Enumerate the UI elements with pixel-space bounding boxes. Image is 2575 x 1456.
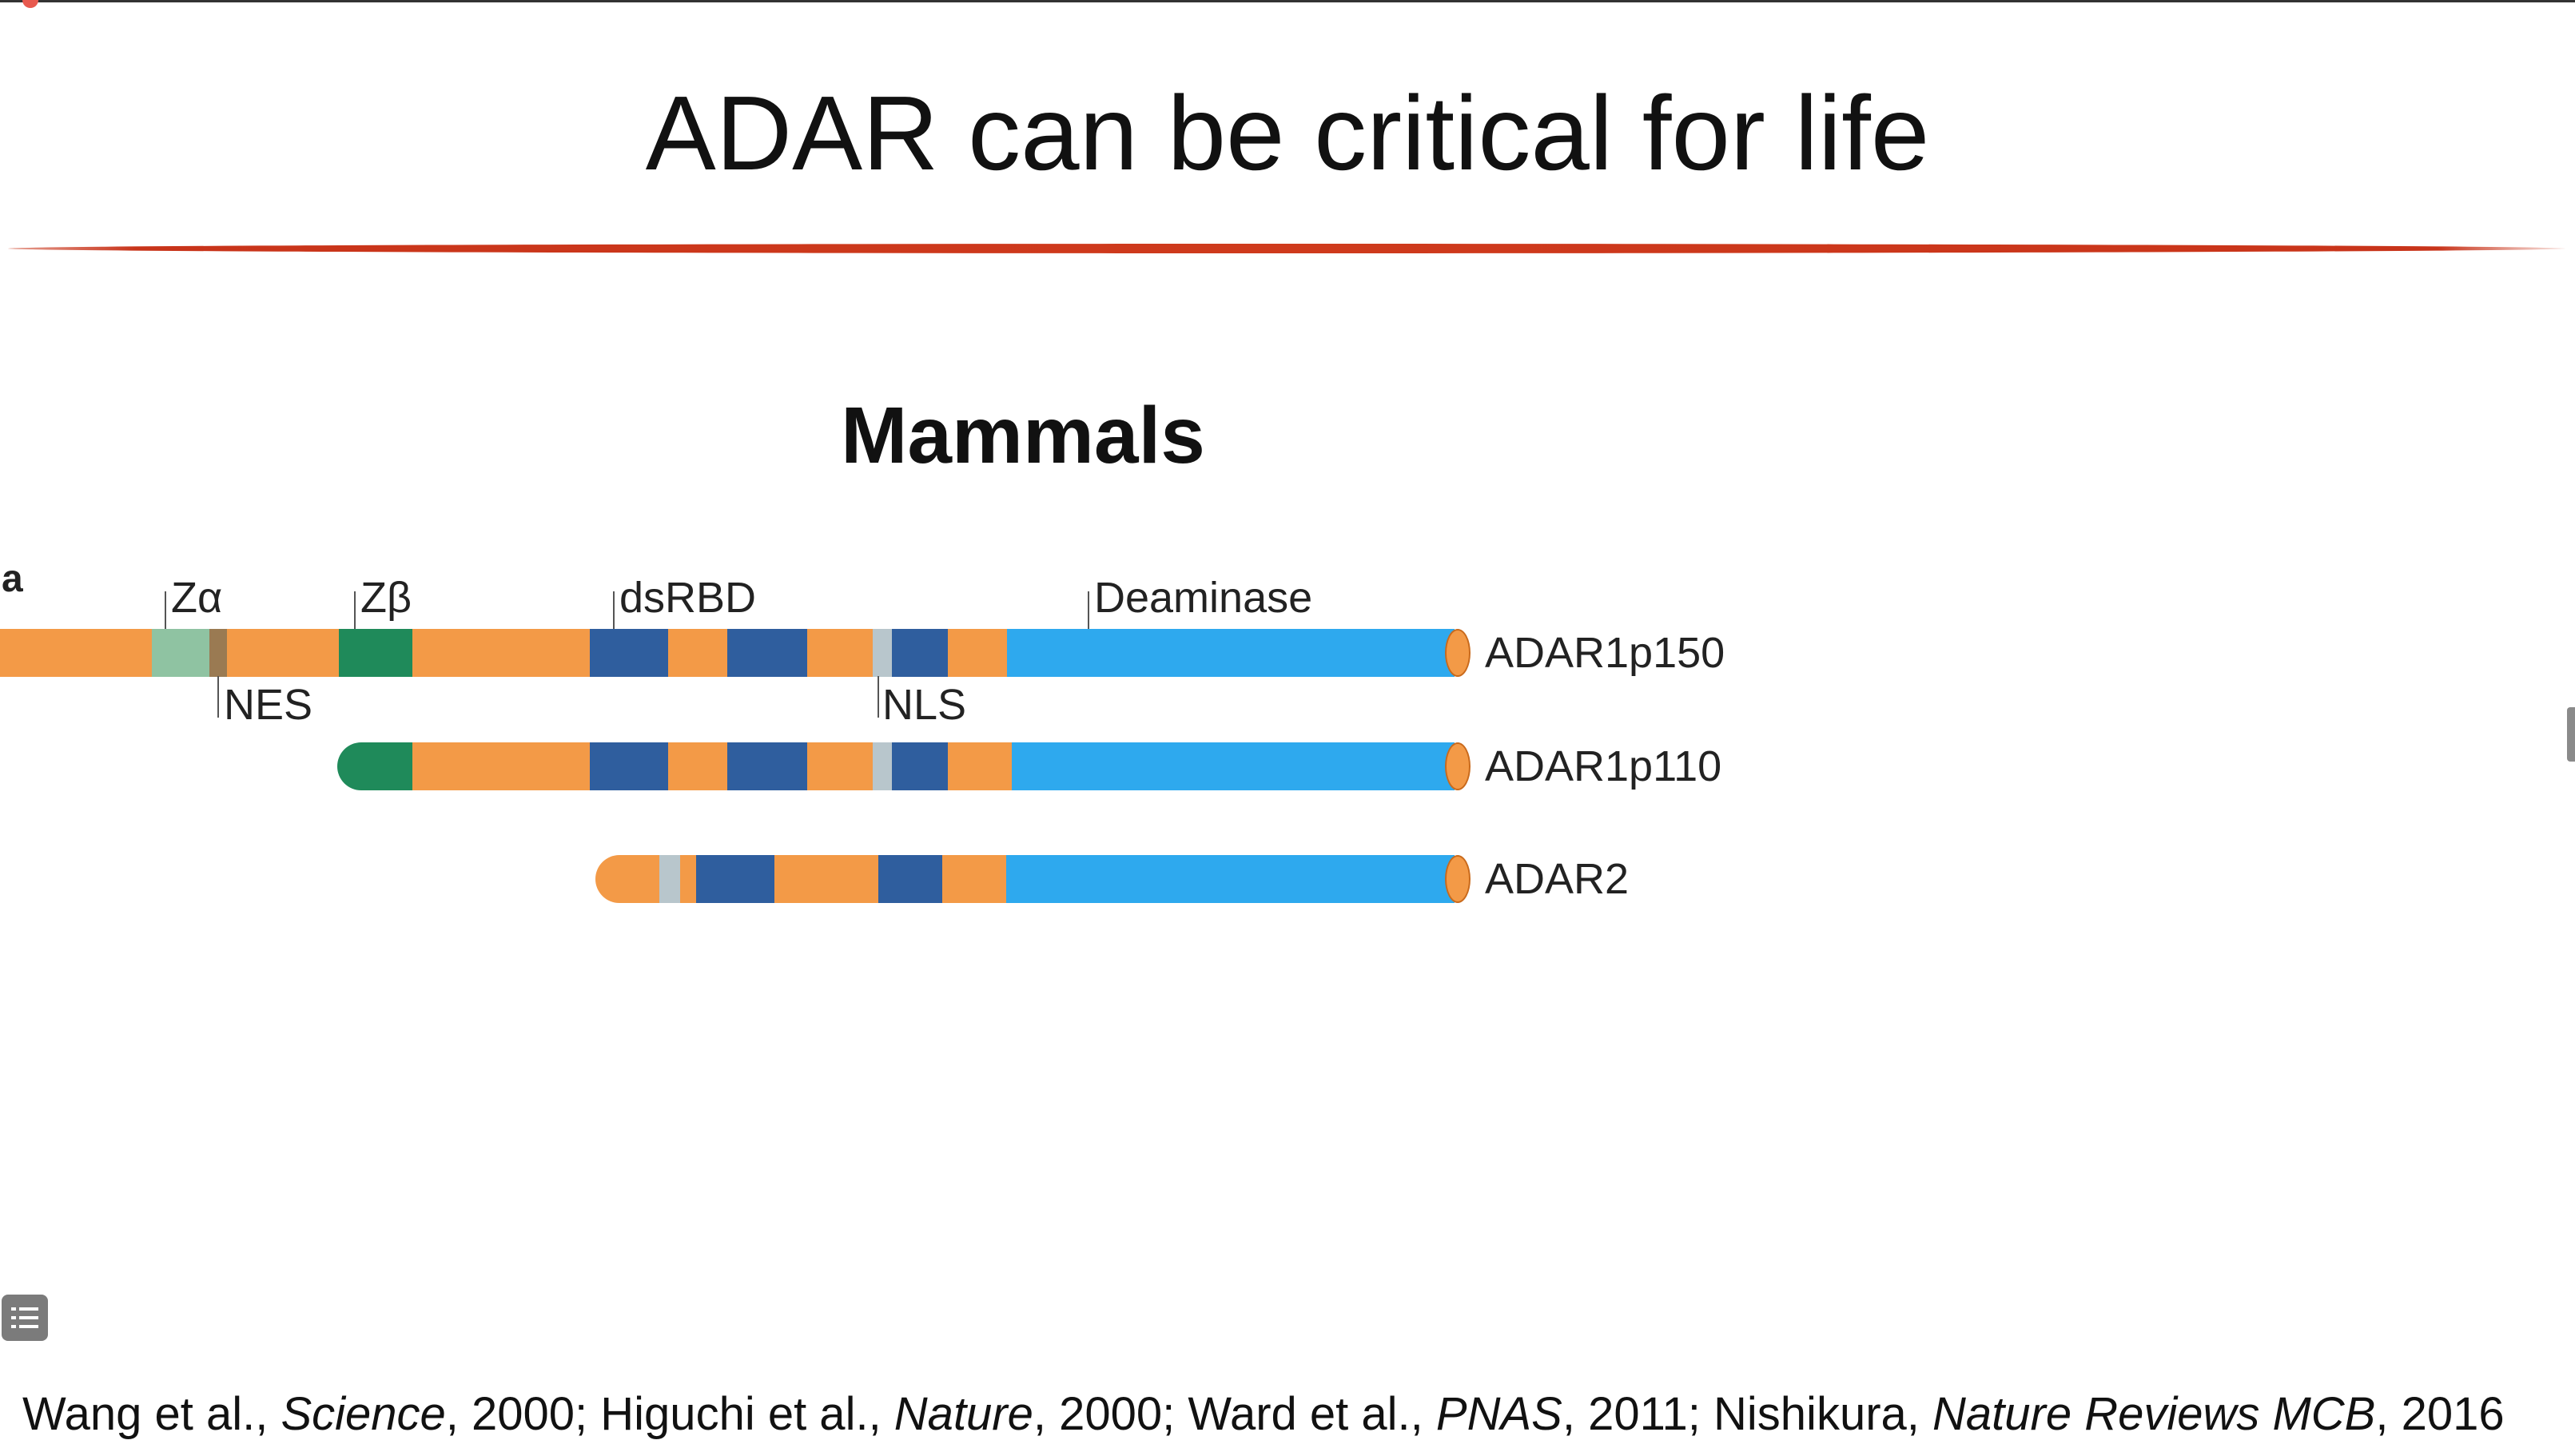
adar1p150-label: ADAR1p150: [1485, 629, 1725, 677]
segment-dsrbd-1: [590, 629, 668, 677]
adar1p150-bar: [0, 629, 1463, 677]
panel-letter: a: [2, 558, 23, 600]
window-top-border: [0, 0, 2575, 2]
nes-label: NES: [224, 681, 313, 729]
citation-journal: Nature Reviews MCB: [1932, 1388, 2376, 1440]
adar2-label: ADAR2: [1485, 855, 1630, 903]
zbeta-tick: [354, 591, 356, 633]
segment-orange: [948, 629, 1007, 677]
segment-dsrbd-2: [727, 629, 807, 677]
adar1p150-endcap: [1445, 629, 1471, 677]
segment-orange: [0, 629, 152, 677]
nls-tick: [878, 676, 879, 718]
segment-dsrbd-2: [878, 855, 942, 903]
segment-dsrbd-3: [892, 629, 948, 677]
adar2-endcap: [1445, 855, 1471, 903]
side-scroll-handle[interactable]: [2567, 707, 2575, 762]
segment-deaminase: [1007, 629, 1455, 677]
segment-zbeta: [337, 742, 412, 790]
segment-orange: [807, 742, 873, 790]
deaminase-label: Deaminase: [1094, 574, 1313, 622]
nls-label: NLS: [882, 681, 967, 729]
segment-orange: [942, 855, 1006, 903]
segment-nes: [209, 629, 227, 677]
segment-zalpha: [152, 629, 209, 677]
citation-journal: Science: [281, 1388, 446, 1440]
segment-orange: [774, 855, 878, 903]
segment-orange: [807, 629, 873, 677]
segment-dsrbd-2: [727, 742, 807, 790]
citation-journal: PNAS: [1435, 1388, 1562, 1440]
title-divider: [8, 244, 2565, 253]
slide-title: ADAR can be critical for life: [645, 74, 1930, 192]
zalpha-tick: [165, 591, 166, 633]
adar2-bar: [595, 855, 1455, 903]
segment-orange: [668, 629, 727, 677]
segment-deaminase: [1012, 742, 1455, 790]
segment-zbeta: [339, 629, 412, 677]
zbeta-label: Zβ: [360, 574, 412, 622]
segment-deaminase: [1006, 855, 1455, 903]
adar1p110-bar: [337, 742, 1455, 790]
segment-dsrbd-1: [696, 855, 774, 903]
segment-orange: [227, 629, 339, 677]
zalpha-label: Zα: [171, 574, 223, 622]
deaminase-tick: [1088, 591, 1089, 633]
segment-nls: [873, 742, 892, 790]
segment-orange: [668, 742, 727, 790]
segment-orange: [595, 855, 659, 903]
segment-orange: [680, 855, 696, 903]
dsrbd-tick: [613, 591, 615, 633]
citation-journal: Nature: [893, 1388, 1033, 1440]
adar1p110-label: ADAR1p110: [1485, 742, 1722, 790]
list-icon[interactable]: [2, 1295, 48, 1341]
segment-orange: [948, 742, 1012, 790]
segment-nls: [659, 855, 680, 903]
segment-dsrbd-1: [590, 742, 668, 790]
nes-tick: [217, 676, 219, 718]
dsrbd-label: dsRBD: [619, 574, 757, 622]
record-dot-icon: [22, 0, 38, 8]
diagram-subtitle: Mammals: [841, 391, 1205, 480]
segment-orange: [412, 742, 590, 790]
segment-dsrbd-3: [892, 742, 948, 790]
citation-line: Wang et al., Science, 2000; Higuchi et a…: [22, 1388, 2505, 1440]
adar1p110-endcap: [1445, 742, 1471, 790]
segment-nls: [873, 629, 892, 677]
segment-orange: [412, 629, 590, 677]
